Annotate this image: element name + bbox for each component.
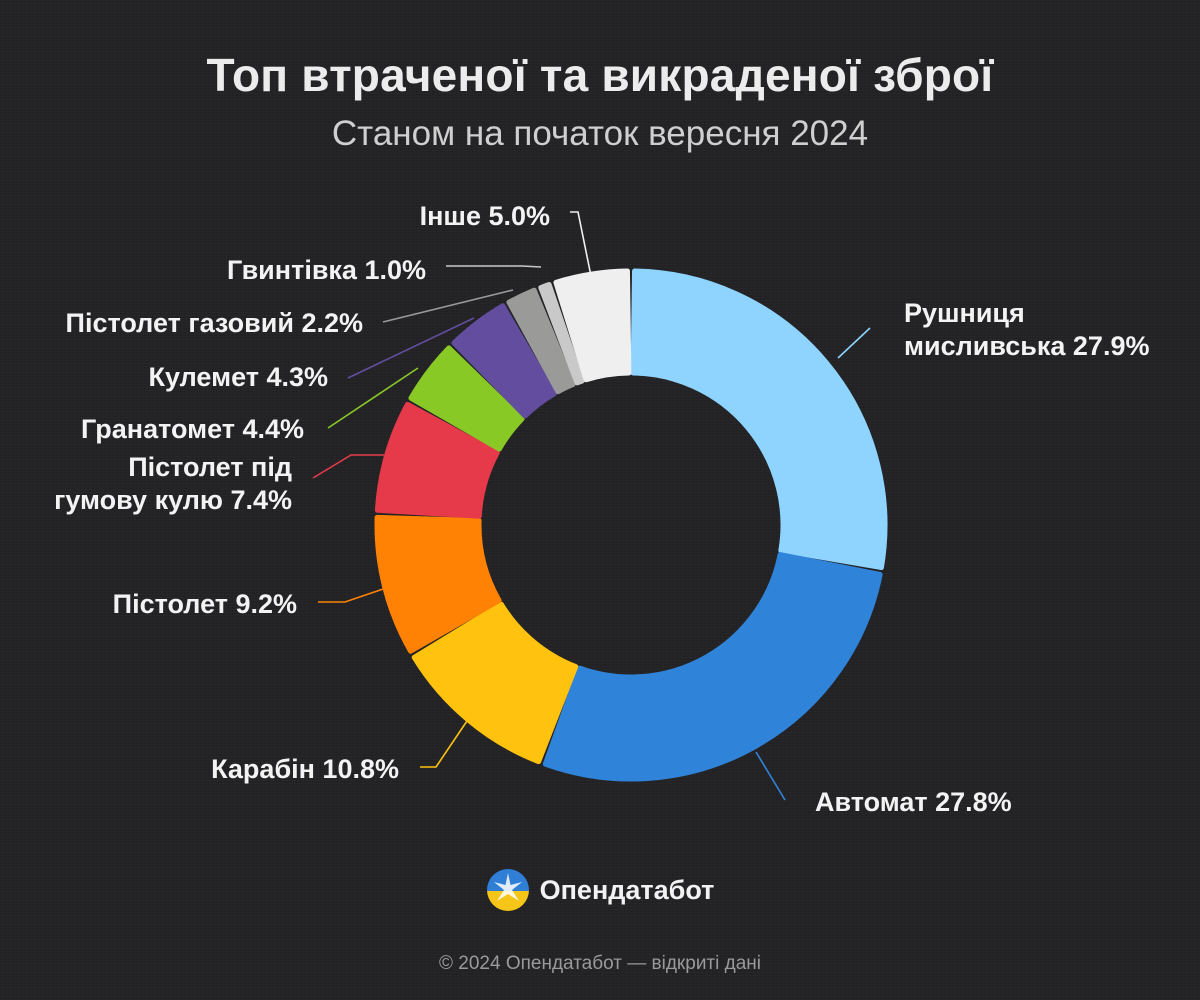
slice-label: Інше 5.0% — [420, 201, 550, 231]
slice-label: Рушниця — [904, 298, 1025, 328]
leader-line — [382, 289, 514, 323]
chart-title: Топ втраченої та викраденої зброї — [206, 49, 994, 101]
slice-label: Кулемет 4.3% — [149, 362, 329, 392]
donut-slice — [451, 303, 557, 419]
slice-label: Гранатомет 4.4% — [81, 414, 304, 444]
footer-copyright: © 2024 Опендатабот — відкриті дані — [439, 953, 761, 974]
donut-slice — [374, 514, 502, 654]
brand-logo: Опендатабот — [0, 868, 1200, 912]
slice-label: Пістолет 9.2% — [113, 589, 297, 619]
leader-line — [420, 717, 470, 768]
slice-label: Пістолет під — [128, 452, 292, 482]
donut-slice — [542, 552, 883, 782]
leader-line — [312, 454, 384, 479]
opendatabot-logo-icon — [486, 869, 529, 911]
slice-label: мисливська 27.9% — [904, 331, 1149, 361]
leader-line — [570, 211, 592, 277]
donut-slice — [538, 282, 585, 386]
brand-name: Опендатабот — [539, 874, 715, 905]
donut-slice — [553, 268, 632, 383]
leader-line — [446, 265, 542, 268]
donut-slice — [630, 268, 888, 571]
donut-slice — [411, 601, 579, 765]
slice-label: Карабін 10.8% — [211, 754, 399, 784]
leader-line — [347, 317, 475, 379]
donut-slice — [374, 401, 500, 519]
slice-label: Гвинтівка 1.0% — [227, 255, 426, 285]
leader-line — [318, 587, 387, 603]
donut-slice — [408, 345, 525, 452]
chart-subtitle: Станом на початок вересня 2024 — [331, 114, 869, 153]
leader-line — [755, 751, 786, 801]
donut-slice — [506, 287, 576, 395]
leader-line — [837, 327, 871, 359]
slice-label: Пістолет газовий 2.2% — [66, 308, 363, 338]
leader-line — [327, 367, 419, 429]
slice-label: Автомат 27.8% — [815, 787, 1012, 817]
slice-label: гумову кулю 7.4% — [54, 485, 292, 515]
